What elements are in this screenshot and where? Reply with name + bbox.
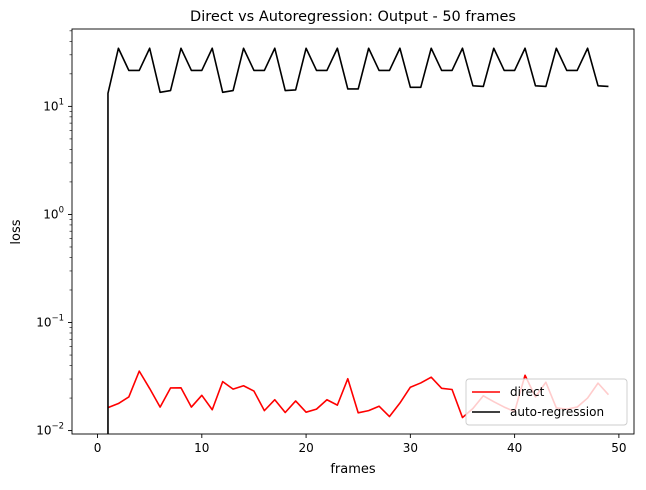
axes-frame — [71, 28, 635, 435]
y-tick-label: 10−2 — [36, 422, 64, 438]
x-tick-label: 30 — [403, 441, 418, 455]
series-line-direct — [107, 370, 610, 419]
y-tick-label-base: 10 — [43, 207, 58, 221]
plot-area: 0 10 20 30 40 5010−210−1100101directauto-regr… — [36, 28, 635, 455]
chart-title: Direct vs Autoregression: Output - 50 fr… — [190, 9, 516, 25]
legend-label-direct: direct — [510, 385, 545, 399]
x-tick-label: 40 — [507, 441, 522, 455]
y-tick-label-exponent: −1 — [51, 314, 64, 324]
x-tick-label: 50 — [611, 441, 626, 455]
series-group — [107, 47, 610, 434]
legend-box — [465, 378, 628, 426]
y-tick-label: 101 — [43, 97, 64, 113]
y-tick-label-base: 10 — [36, 316, 51, 330]
y-tick-label: 10−1 — [36, 314, 64, 330]
y-axis-label: loss — [9, 219, 24, 244]
y-tick-label-base: 10 — [43, 99, 58, 113]
y-tick-label-exponent: −2 — [51, 422, 64, 432]
x-tick-label: 10 — [194, 441, 209, 455]
x-tick-label: 0 — [94, 441, 102, 455]
legend-label-auto-regression: auto-regression — [510, 405, 604, 419]
series-line-auto-regression — [107, 47, 609, 434]
y-tick-label: 100 — [43, 205, 64, 221]
x-axis-label: frames — [330, 462, 376, 477]
y-tick-label-exponent: 0 — [59, 205, 64, 215]
y-tick-label-exponent: 1 — [59, 97, 64, 107]
y-tick-label-base: 10 — [36, 424, 51, 438]
chart-legend: direct auto-regression — [465, 378, 628, 426]
x-tick-label: 20 — [298, 441, 313, 455]
